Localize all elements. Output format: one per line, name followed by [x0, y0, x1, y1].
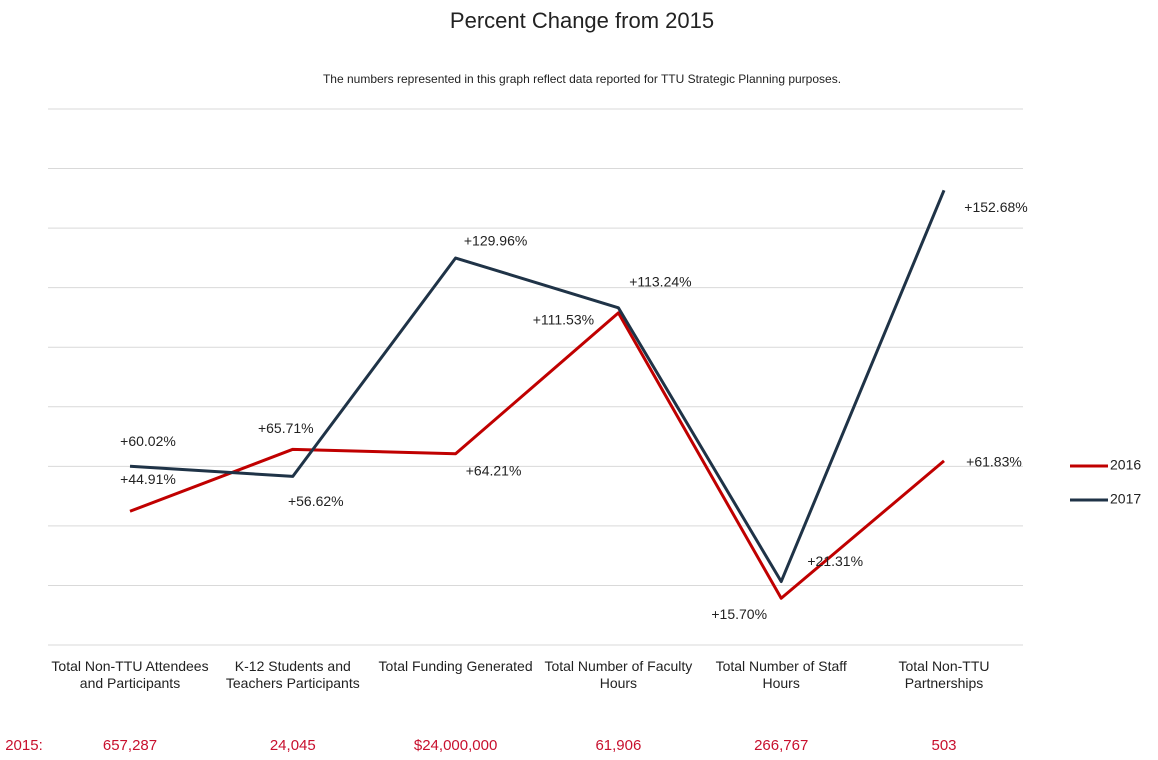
chart-subtitle: The numbers represented in this graph re… [323, 72, 841, 86]
baseline-value: 657,287 [102, 737, 158, 754]
data-label: +64.21% [466, 463, 522, 479]
x-tick-label: Total Non-TTU Partnerships [898, 658, 990, 691]
data-label: +60.02% [120, 433, 176, 449]
data-label: +152.68% [964, 199, 1027, 215]
data-label: +129.96% [464, 233, 527, 249]
data-label: +15.70% [711, 606, 767, 622]
data-label: +111.53% [533, 312, 594, 328]
line [129, 189, 946, 584]
x-tick-label: Total Number of Faculty Hours [544, 658, 693, 691]
baseline-value: 266,767 [754, 737, 809, 754]
baseline-label: 2015: [5, 737, 43, 754]
x-tick-label: Total Non-TTU Attendees and Participants [51, 658, 209, 691]
baseline-value: $24,000,000 [413, 737, 498, 754]
line [129, 311, 945, 600]
chart-title: Percent Change from 2015 [450, 8, 714, 33]
baseline-value: 503 [931, 737, 957, 754]
x-tick-label: Total Number of Staff Hours [715, 658, 847, 691]
baseline-value: 24,045 [269, 737, 316, 754]
legend-label: 2017 [1110, 491, 1141, 507]
data-label: +44.91% [120, 471, 176, 487]
data-label: +113.24% [629, 273, 691, 289]
data-label: +61.83% [966, 454, 1022, 470]
data-label: +56.62% [288, 493, 344, 509]
legend-label: 2016 [1110, 457, 1141, 473]
data-label: +65.71% [258, 420, 314, 436]
baseline-value: 61,906 [595, 737, 642, 754]
x-tick-label: Total Funding Generated [378, 658, 533, 674]
x-tick-label: K-12 Students and Teachers Participants [225, 658, 360, 691]
data-label: +21.31% [807, 553, 863, 569]
